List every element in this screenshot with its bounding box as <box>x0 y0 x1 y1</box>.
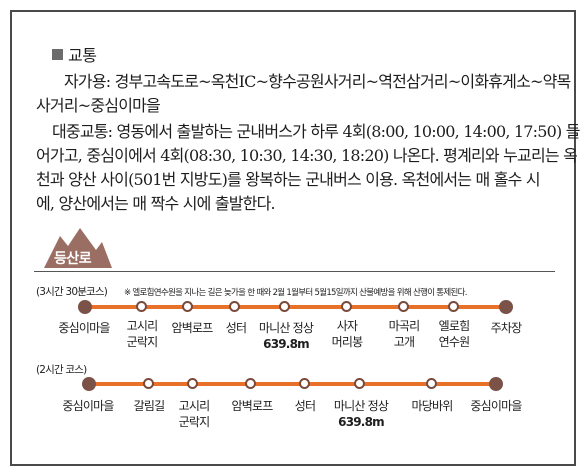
course1-stop: 주차장 <box>490 321 523 335</box>
paragraph-line: 대중교통: 영동에서 출발하는 군내버스가 하루 4회(8:00, 10:00,… <box>52 122 580 141</box>
section-title: 교통 <box>68 46 97 65</box>
course2-node <box>354 378 365 389</box>
course2-stop: 갈림길 <box>133 399 166 413</box>
course1-stop: 마곡리 고개 <box>388 319 421 349</box>
divider <box>34 271 555 272</box>
course1-stop: 성터 <box>225 321 247 335</box>
course2-track <box>88 382 496 386</box>
course2-stop: 중심이마을 <box>470 399 522 413</box>
course2-node <box>426 378 437 389</box>
course2-start-node <box>82 377 96 391</box>
course2-stop: 암벽로프 <box>231 399 274 413</box>
paragraph-line: 사거리~중심이마을 <box>36 96 161 115</box>
course1-node <box>229 301 240 312</box>
course1-node <box>398 301 409 312</box>
course1-node <box>136 301 147 312</box>
section-heading: 교통 <box>52 42 97 66</box>
course1-stop: 암벽로프 <box>171 321 214 335</box>
course1-stop: 고시리 군락지 <box>126 319 159 349</box>
course2-stop: 마니산 정상 639.8m <box>333 399 389 429</box>
paragraph-line: 어가고, 중심이에서 4회(08:30, 10:30, 14:30, 18:20… <box>36 146 578 165</box>
course1-end-node <box>499 300 513 314</box>
course1-stop: 사자 머리봉 <box>331 319 364 349</box>
square-bullet-icon <box>52 48 63 60</box>
document-frame <box>10 10 576 466</box>
course1-note: ※ 엘로힘연수원을 지나는 길은 늦가을 한 때와 2월 1월부터 5월15일까… <box>124 288 467 298</box>
course1-node <box>341 301 352 312</box>
course1-track <box>84 305 508 309</box>
mountain-badge-icon <box>44 228 112 268</box>
course1-node <box>448 301 459 312</box>
course2-node <box>187 378 198 389</box>
course1-node <box>182 301 193 312</box>
course1-label: (3시간 30분코스) <box>36 286 108 298</box>
course2-label: (2시간 코스) <box>36 364 87 376</box>
course2-stop: 중심이마을 <box>62 399 114 413</box>
course2-node <box>143 378 154 389</box>
paragraph-line: 천과 양산 사이(501번 지방도)를 왕복하는 군내버스 이용. 옥천에서는 … <box>36 170 541 189</box>
course2-end-node <box>489 377 503 391</box>
course1-stop: 엘로힘 연수원 <box>438 319 471 349</box>
course1-stop: 마니산 정상 639.8m <box>258 321 314 351</box>
paragraph-line: 자가용: 경부고속도로~옥천IC~향수공원사거리~역전삼거리~이화휴게소~약목 <box>64 72 571 91</box>
course1-node <box>279 301 290 312</box>
course2-node <box>299 378 310 389</box>
paragraph-line: 에, 양산에서는 매 짝수 시에 출발한다. <box>36 194 276 213</box>
course1-start-node <box>78 300 92 314</box>
course2-stop: 마당바위 <box>411 399 454 413</box>
course1-stop: 중심이마을 <box>58 321 110 335</box>
course2-stop: 성터 <box>294 399 316 413</box>
course2-node <box>245 378 256 389</box>
trail-badge-label: 등산로 <box>54 251 92 267</box>
course2-stop: 고시리 군락지 <box>178 399 211 429</box>
